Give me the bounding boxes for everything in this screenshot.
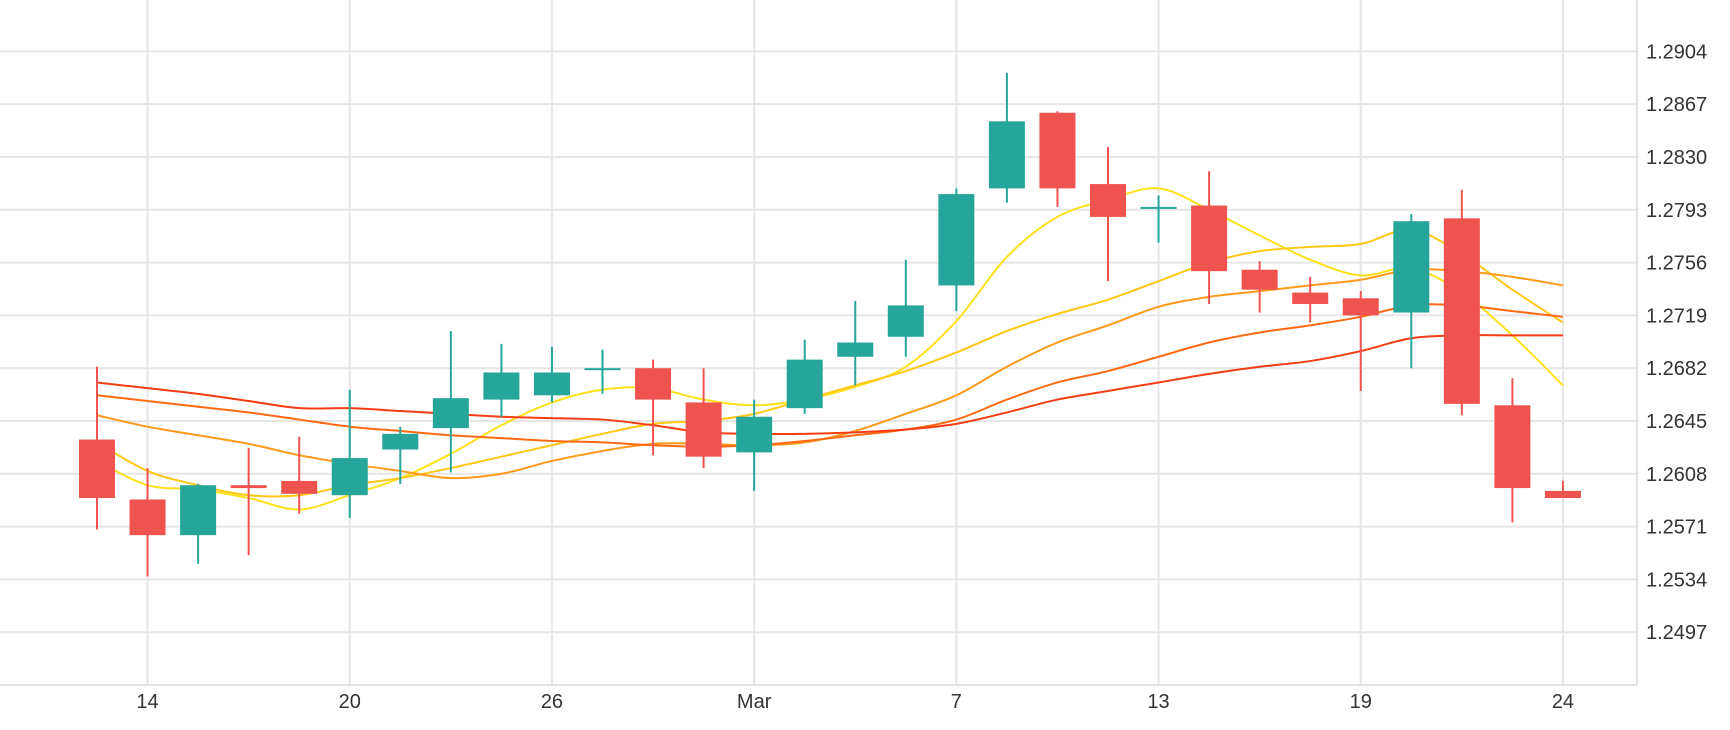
moving-average-line: [96, 303, 1564, 448]
bearish-candle: [129, 468, 166, 577]
bullish-candle: [382, 426, 419, 484]
candle-body: [230, 485, 267, 489]
bullish-candle: [1140, 195, 1177, 243]
moving-average-lines: [96, 187, 1564, 511]
time-tick-label: 14: [136, 691, 158, 713]
candle-body: [180, 485, 217, 536]
bullish-candle: [786, 339, 823, 414]
horizontal-gridlines: [0, 50, 1637, 634]
price-tick-label: 1.2645: [1646, 411, 1707, 433]
time-tick-label: 24: [1552, 691, 1574, 713]
candle-body: [432, 398, 469, 429]
candle-body: [988, 121, 1025, 189]
bearish-candle: [1292, 276, 1329, 323]
bullish-candle: [584, 349, 621, 394]
candle-body: [837, 342, 874, 357]
time-tick-label: 20: [339, 691, 361, 713]
candle-body: [1140, 206, 1177, 209]
bullish-candle: [432, 331, 469, 473]
price-tick-label: 1.2497: [1646, 622, 1707, 644]
bearish-candle: [230, 448, 267, 556]
bearish-candle: [1039, 111, 1076, 207]
bullish-candle: [533, 346, 570, 403]
price-tick-label: 1.2830: [1646, 147, 1707, 169]
time-tick-label: 19: [1350, 691, 1372, 713]
price-tick-label: 1.2534: [1646, 569, 1707, 591]
bearish-candle: [1342, 291, 1379, 392]
bullish-candle: [483, 343, 520, 417]
candle-body: [533, 372, 570, 396]
candle-body: [1494, 405, 1531, 489]
candle-body: [1039, 112, 1076, 189]
candle-body: [1342, 298, 1379, 316]
candles: [79, 72, 1581, 577]
bearish-candle: [1241, 261, 1278, 313]
price-tick-label: 1.2756: [1646, 253, 1707, 275]
moving-average-line: [96, 187, 1564, 511]
bearish-candle: [1191, 171, 1228, 304]
candle-body: [1191, 205, 1228, 272]
candle-body: [483, 372, 520, 400]
candle-body: [1090, 184, 1126, 217]
bearish-candle: [1494, 378, 1531, 523]
price-axis-labels: 1.2904 1.2867 1.2830 1.2793 1.2756 1.2719 1.26…: [1646, 41, 1707, 644]
candle-body: [736, 416, 773, 453]
price-tick-label: 1.2793: [1646, 200, 1707, 222]
bearish-candle: [635, 359, 672, 456]
time-tick-label: 13: [1147, 691, 1169, 713]
time-tick-label: 7: [951, 691, 962, 713]
moving-average-line: [96, 228, 1564, 498]
bearish-candle: [1090, 146, 1126, 282]
candle-body: [685, 402, 722, 457]
candle-body: [1393, 221, 1430, 313]
price-tick-label: 1.2608: [1646, 464, 1707, 486]
bearish-candle: [281, 436, 318, 514]
candle-body: [938, 194, 975, 286]
bearish-candle: [79, 366, 115, 530]
bullish-candle: [837, 301, 874, 386]
time-axis-labels: 14 20 26 Mar 7 13 19 24: [136, 691, 1574, 713]
candle-body: [584, 368, 621, 371]
bullish-candle: [1393, 214, 1430, 369]
bullish-candle: [988, 72, 1025, 203]
price-tick-label: 1.2867: [1646, 94, 1707, 116]
candle-body: [1544, 490, 1581, 499]
candle-body: [79, 439, 115, 499]
bullish-candle: [736, 399, 773, 491]
candle-body: [635, 368, 672, 400]
price-tick-label: 1.2682: [1646, 358, 1707, 380]
candle-body: [1443, 218, 1480, 404]
candle-body: [382, 433, 419, 450]
candle-body: [331, 458, 368, 496]
bearish-candle: [685, 368, 722, 469]
candle-body: [281, 480, 318, 494]
candle-body: [786, 359, 823, 409]
candle-body: [1292, 292, 1329, 304]
bearish-candle: [1544, 480, 1581, 499]
candle-body: [887, 305, 924, 337]
candle-body: [129, 499, 166, 536]
bearish-candle: [1443, 189, 1480, 416]
price-tick-label: 1.2904: [1646, 41, 1707, 63]
time-tick-label: Mar: [737, 691, 772, 713]
candle-body: [1241, 269, 1278, 290]
time-tick-label: 26: [541, 691, 563, 713]
bullish-candle: [180, 483, 217, 564]
price-tick-label: 1.2571: [1646, 517, 1707, 539]
price-tick-label: 1.2719: [1646, 305, 1707, 327]
bullish-candle: [887, 259, 924, 357]
bullish-candle: [331, 389, 368, 519]
bullish-candle: [938, 188, 975, 312]
moving-average-line: [96, 334, 1563, 436]
